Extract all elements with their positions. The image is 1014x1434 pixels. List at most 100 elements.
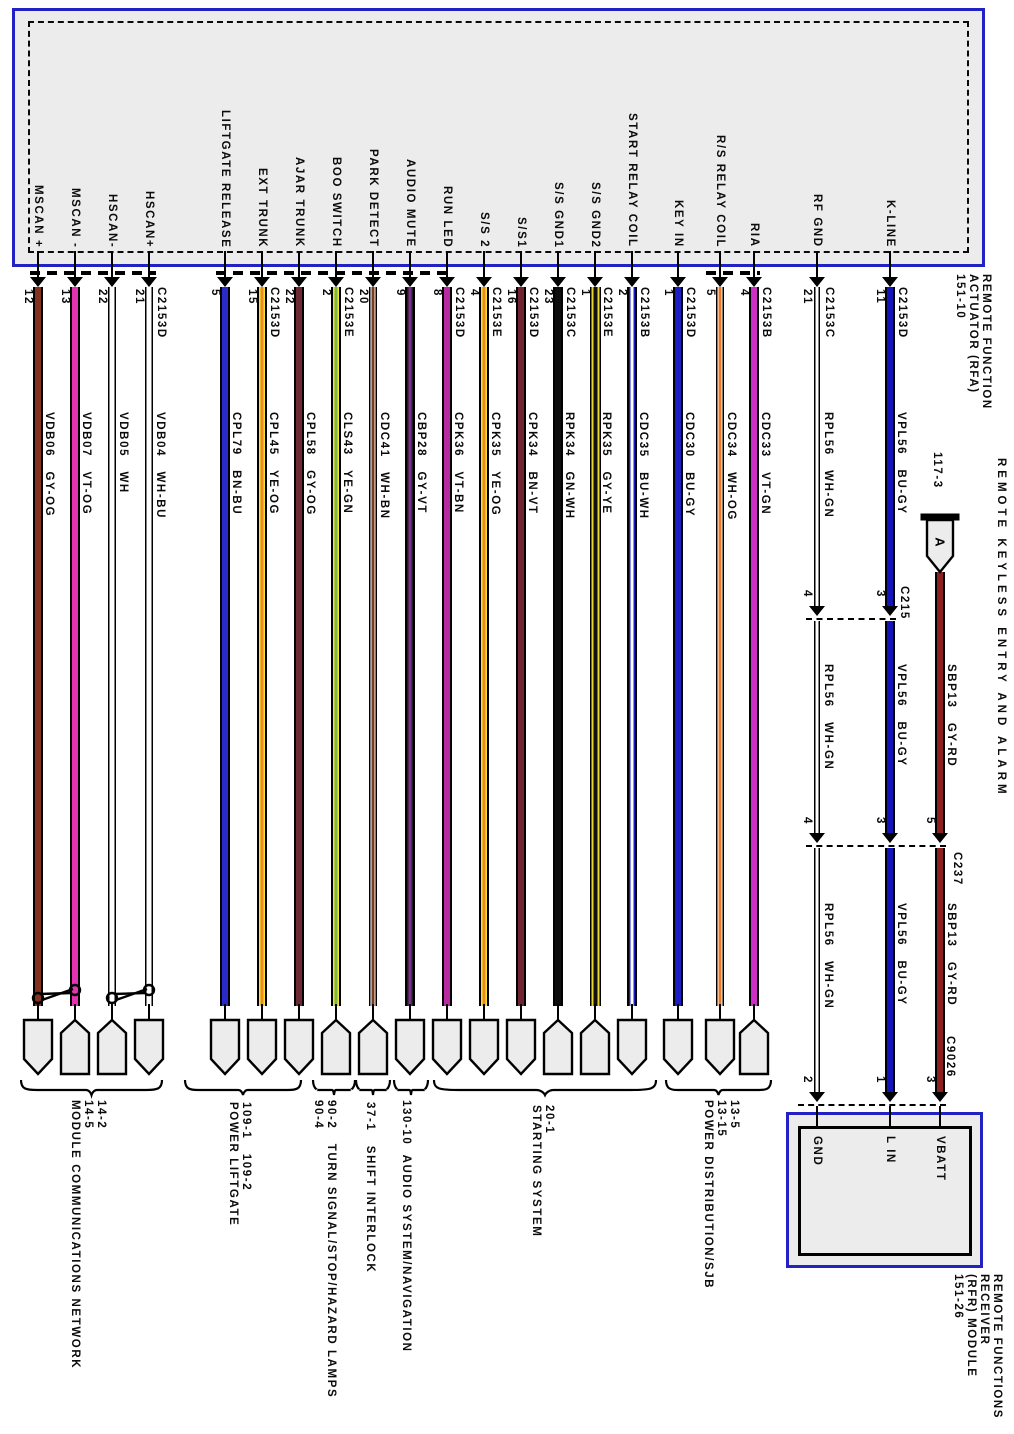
wire-cpk36-label: CPK36 VT-BN: [452, 412, 464, 514]
wire-rpk35-connector-terminal: [579, 1018, 611, 1076]
wire-rpk35-segment: [589, 287, 601, 1006]
rfr-pin-lin: L IN: [884, 1136, 896, 1164]
rfa-connector-dash-1: [216, 271, 448, 275]
wire-cpl58-top-arrow-icon: [291, 277, 307, 287]
wire-vpl56-junction-pin-c9026: 1: [874, 1076, 886, 1084]
wire-cpk35-segment: [479, 287, 489, 1006]
rfr-lead-vbatt: [939, 1106, 941, 1128]
wire-rpk34-top-arrow-icon: [550, 277, 566, 287]
wire-vdb06-top-lead: [37, 251, 39, 277]
rfa-module-label: REMOTE FUNCTION ACTUATOR (RFA) 151-10: [954, 274, 992, 410]
wire-vdb05-bottom-lead: [111, 1004, 113, 1020]
rfa-connector-dash-0: [30, 271, 156, 275]
wire-vpl56-junction-pin-c237: 3: [874, 817, 886, 825]
wire-rpl56-top-lead: [816, 251, 818, 277]
wire-cbp28-label: CBP28 GY-VT: [415, 412, 427, 514]
junction-dash-c215: [806, 618, 896, 620]
wire-cpk34-pin-name: S/S1: [515, 216, 527, 248]
junction-label-c9026: C9026: [944, 1036, 956, 1078]
wire-vpl56-junction-arrow-c9026-icon: [882, 1092, 898, 1102]
group-brace-4: [392, 1079, 430, 1096]
wire-vdb04-pin-name: HSCAN+: [143, 190, 155, 248]
group-label-5: 20-1 STARTING SYSTEM: [530, 1105, 555, 1238]
wire-cpk35-top-arrow-icon: [476, 277, 492, 287]
wire-cdc30-top-lead: [677, 251, 679, 277]
wire-vdb06-top-arrow-icon: [30, 277, 46, 287]
wire-cdc30-segment: [673, 287, 683, 1006]
wire-cdc33-pin-name: RIA: [748, 223, 760, 248]
wire-rpk35-bottom-lead: [594, 1004, 596, 1020]
wire-cdc33-bottom-lead: [753, 1004, 755, 1020]
wire-rpk35-top-arrow-icon: [587, 277, 603, 287]
wire-vdb05-segment: [108, 287, 116, 1006]
wire-rpl56-junction-arrow-c215-icon: [809, 606, 825, 616]
wire-vdb05-connector-terminal: [96, 1018, 128, 1076]
wire-rpl56-segment-0: [814, 287, 820, 606]
wire-rpl56-junction-pin-c237: 4: [801, 817, 813, 825]
wire-cls43-top-arrow-icon: [328, 277, 344, 287]
group-brace-5: [432, 1079, 658, 1098]
wire-cpk34-top-arrow-icon: [513, 277, 529, 287]
rfa-connector-dash-2: [706, 271, 760, 275]
wire-cls43-pin-number: 2: [320, 289, 332, 297]
wire-rpl56-segment-1: [814, 621, 820, 834]
junction-label-c215: C215: [898, 586, 910, 620]
wire-rpl56-junction-arrow-c9026-icon: [809, 1092, 825, 1102]
wire-cpk36-top-lead: [446, 251, 448, 277]
wire-vpl56-label-0: VPL56 BU-GY: [895, 412, 907, 515]
wire-vdb04-connector-label: C2153D: [155, 287, 167, 339]
wire-cpl79-label: CPL79 BN-BU: [230, 412, 242, 516]
wire-cls43-segment: [331, 287, 341, 1006]
rfr-pin-gnd: GND: [811, 1136, 823, 1167]
wire-cdc41-pin-name: PARK DETECT: [367, 149, 379, 248]
wire-cdc33-top-lead: [753, 251, 755, 277]
wire-vdb07-segment: [70, 287, 80, 1006]
wire-vpl56-connector-label: C2153D: [896, 287, 908, 339]
wire-cbp28-top-lead: [409, 251, 411, 277]
wire-vdb06-connector-terminal: [22, 1018, 54, 1076]
wire-cpk35-connector-terminal: [468, 1018, 500, 1076]
wire-cdc30-connector-terminal: [662, 1018, 694, 1076]
wire-cdc41-connector-terminal: [357, 1018, 389, 1076]
wire-cdc34-pin-number: 5: [704, 289, 716, 297]
wire-cpl79-top-lead: [224, 251, 226, 277]
wire-rpk35-label: RPK35 GY-YE: [600, 412, 612, 515]
wire-vdb07-top-arrow-icon: [67, 277, 83, 287]
wire-cpk34-pin-number: 16: [505, 289, 517, 305]
wire-cls43-connector-label: C2153E: [342, 287, 354, 339]
wire-cpl58-segment: [294, 287, 304, 1006]
wire-cdc41-top-arrow-icon: [365, 277, 381, 287]
wire-vdb07-pin-name: MSCAN -: [69, 187, 81, 248]
group-brace-6: [664, 1079, 773, 1096]
wire-cpk36-pin-number: 8: [431, 289, 443, 297]
group-label-4: 130-10 AUDIO SYSTEM/NAVIGATION: [400, 1100, 412, 1353]
wire-rpl56-top-arrow-icon: [809, 277, 825, 287]
wire-sbp13-junction-arrow-c9026-icon: [932, 1092, 948, 1102]
wire-cdc30-top-arrow-icon: [670, 277, 686, 287]
wire-cpl45-pin-number: 15: [246, 289, 258, 305]
wire-cbp28-top-arrow-icon: [402, 277, 418, 287]
wire-cpl79-bottom-lead: [224, 1004, 226, 1020]
wire-vdb04-connector-terminal: [133, 1018, 165, 1076]
wire-cdc41-label: CDC41 WH-BN: [378, 412, 390, 520]
group-brace-0: [19, 1079, 164, 1099]
wire-cdc33-connector-terminal: [738, 1018, 770, 1076]
wire-cdc34-connector-terminal: [704, 1018, 736, 1076]
wire-vdb06-pin-name: MSCAN +: [32, 184, 44, 248]
wire-sbp13-junction-arrow-c237-icon: [932, 833, 948, 843]
rfa-inner-dashed-border: [28, 21, 969, 253]
junction-dash-c9026: [798, 1104, 946, 1106]
wire-cbp28-pin-number: 9: [394, 289, 406, 297]
wire-cpl58-connector-terminal: [283, 1018, 315, 1076]
wire-cpk35-connector-label: C2153E: [490, 287, 502, 339]
wire-vdb07-top-lead: [74, 251, 76, 277]
wire-cls43-label: CLS43 YE-GN: [341, 412, 353, 515]
wire-cpl45-bottom-lead: [261, 1004, 263, 1020]
wire-vdb06-segment: [33, 287, 43, 1006]
wire-cdc34-top-arrow-icon: [712, 277, 728, 287]
wire-cls43-connector-terminal: [320, 1018, 352, 1076]
wire-vdb07-connector-terminal: [59, 1018, 91, 1076]
wire-cdc30-label: CDC30 BU-GY: [683, 412, 695, 518]
wire-rpk34-top-lead: [557, 251, 559, 277]
